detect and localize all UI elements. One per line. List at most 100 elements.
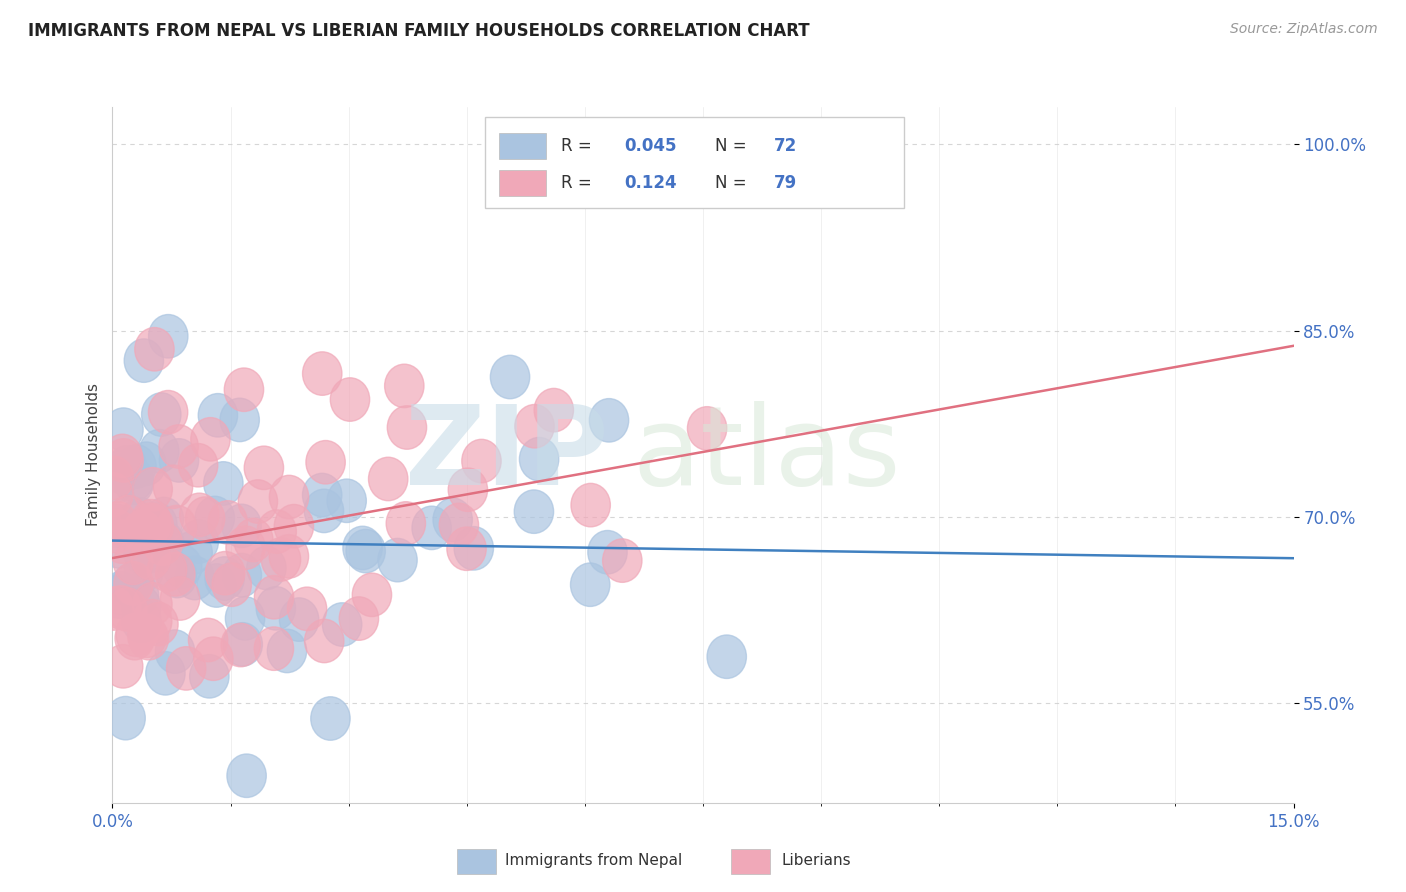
Ellipse shape <box>94 473 134 516</box>
FancyBboxPatch shape <box>499 169 546 196</box>
Ellipse shape <box>163 545 202 589</box>
Ellipse shape <box>107 588 146 632</box>
Ellipse shape <box>195 496 235 540</box>
Ellipse shape <box>96 459 135 503</box>
Ellipse shape <box>145 497 184 541</box>
Ellipse shape <box>103 434 142 477</box>
Ellipse shape <box>114 562 153 605</box>
Ellipse shape <box>122 599 162 642</box>
Ellipse shape <box>447 527 486 571</box>
Ellipse shape <box>104 408 143 451</box>
Ellipse shape <box>387 406 426 450</box>
Ellipse shape <box>256 587 295 630</box>
Ellipse shape <box>571 483 610 527</box>
Text: N =: N = <box>714 174 752 192</box>
Ellipse shape <box>454 526 494 570</box>
Ellipse shape <box>131 500 170 543</box>
Text: ZIP: ZIP <box>405 401 609 508</box>
Ellipse shape <box>208 500 247 544</box>
Ellipse shape <box>104 645 143 688</box>
Ellipse shape <box>302 474 342 516</box>
Ellipse shape <box>100 524 139 568</box>
Ellipse shape <box>124 339 163 383</box>
Ellipse shape <box>94 587 134 631</box>
Ellipse shape <box>114 461 153 504</box>
Ellipse shape <box>186 497 225 541</box>
Ellipse shape <box>148 548 187 591</box>
Ellipse shape <box>267 629 307 673</box>
Text: atlas: atlas <box>633 401 901 508</box>
Ellipse shape <box>100 575 139 618</box>
Ellipse shape <box>101 586 141 629</box>
Ellipse shape <box>387 501 426 545</box>
Ellipse shape <box>270 475 309 519</box>
Ellipse shape <box>385 364 425 408</box>
Text: IMMIGRANTS FROM NEPAL VS LIBERIAN FAMILY HOUSEHOLDS CORRELATION CHART: IMMIGRANTS FROM NEPAL VS LIBERIAN FAMILY… <box>28 22 810 40</box>
Ellipse shape <box>246 546 285 590</box>
Ellipse shape <box>188 618 228 662</box>
Ellipse shape <box>311 697 350 740</box>
Ellipse shape <box>491 355 530 399</box>
Ellipse shape <box>205 551 245 595</box>
Ellipse shape <box>603 539 643 582</box>
Ellipse shape <box>143 522 183 566</box>
Ellipse shape <box>173 531 212 574</box>
Ellipse shape <box>157 506 197 549</box>
Ellipse shape <box>191 417 231 461</box>
Y-axis label: Family Households: Family Households <box>86 384 101 526</box>
Ellipse shape <box>225 597 264 640</box>
Ellipse shape <box>304 489 343 533</box>
Ellipse shape <box>142 521 181 565</box>
Ellipse shape <box>515 404 554 448</box>
Ellipse shape <box>233 518 273 562</box>
Ellipse shape <box>135 528 174 572</box>
Ellipse shape <box>274 505 314 548</box>
Ellipse shape <box>134 467 173 511</box>
Ellipse shape <box>346 529 385 573</box>
Ellipse shape <box>322 603 361 646</box>
Ellipse shape <box>166 647 205 690</box>
Ellipse shape <box>135 327 174 371</box>
Ellipse shape <box>156 553 195 596</box>
Ellipse shape <box>139 429 179 473</box>
Text: N =: N = <box>714 137 752 155</box>
Text: 79: 79 <box>773 174 797 192</box>
Ellipse shape <box>103 520 142 564</box>
Ellipse shape <box>117 444 156 488</box>
Ellipse shape <box>159 425 198 468</box>
Ellipse shape <box>124 532 163 575</box>
Ellipse shape <box>138 502 177 546</box>
Ellipse shape <box>588 531 627 574</box>
Ellipse shape <box>94 456 134 500</box>
Ellipse shape <box>205 557 245 600</box>
Ellipse shape <box>159 439 198 483</box>
Ellipse shape <box>519 437 558 481</box>
Text: Immigrants from Nepal: Immigrants from Nepal <box>505 854 682 868</box>
Ellipse shape <box>153 465 193 508</box>
Ellipse shape <box>707 635 747 679</box>
Ellipse shape <box>180 493 219 537</box>
Ellipse shape <box>142 392 181 436</box>
Ellipse shape <box>132 582 172 626</box>
Ellipse shape <box>305 619 344 663</box>
Text: 72: 72 <box>773 137 797 155</box>
Ellipse shape <box>280 598 319 641</box>
Ellipse shape <box>149 391 188 434</box>
Ellipse shape <box>222 553 262 597</box>
Ellipse shape <box>190 655 229 698</box>
Ellipse shape <box>212 563 252 607</box>
Text: R =: R = <box>561 174 598 192</box>
Ellipse shape <box>146 651 186 695</box>
Ellipse shape <box>238 480 277 524</box>
Ellipse shape <box>368 458 408 500</box>
Ellipse shape <box>433 498 472 541</box>
Ellipse shape <box>157 554 197 598</box>
Ellipse shape <box>412 506 451 549</box>
Ellipse shape <box>302 351 342 395</box>
Ellipse shape <box>378 539 418 582</box>
Ellipse shape <box>114 458 153 501</box>
Ellipse shape <box>132 599 172 643</box>
Ellipse shape <box>101 572 141 615</box>
Ellipse shape <box>105 697 145 739</box>
Ellipse shape <box>111 564 150 607</box>
